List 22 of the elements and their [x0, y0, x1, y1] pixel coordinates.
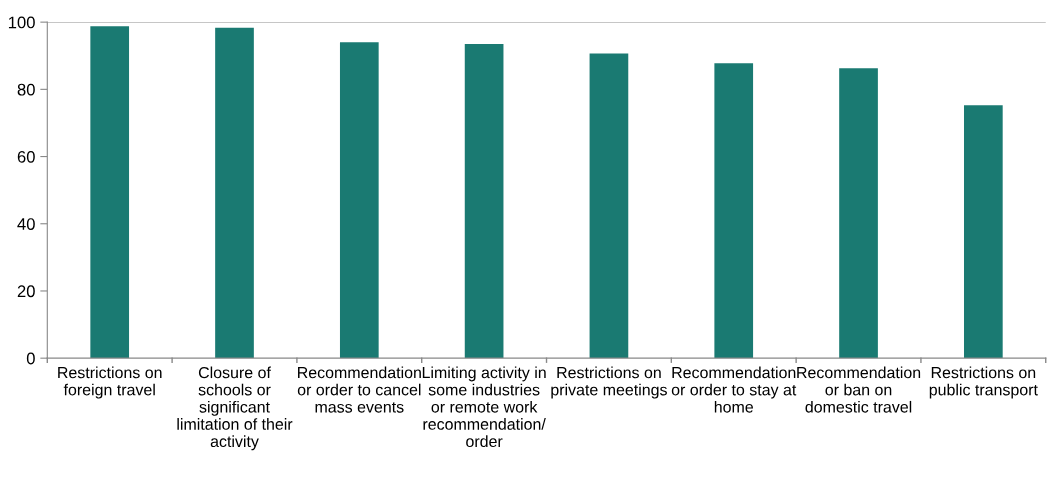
x-tick-label: Restrictions on public transport: [929, 366, 1038, 399]
y-tick-label: 80: [17, 83, 35, 96]
y-tick-label: 20: [17, 285, 35, 298]
bar: [90, 26, 130, 359]
x-tick-label: Recommendation or ban on domestic travel: [797, 366, 921, 413]
bar: [714, 63, 754, 359]
bar: [964, 105, 1003, 359]
x-tick-label: Recommendation or order to stay at home: [671, 366, 797, 413]
y-tick-label: 0: [26, 352, 35, 365]
x-tick-label: Recommendation or order to cancel mass events: [297, 366, 421, 413]
bar: [464, 43, 504, 359]
y-tick-label: 100: [8, 16, 35, 29]
y-tick-label: 40: [17, 218, 35, 230]
bar: [339, 42, 379, 359]
bar: [215, 27, 254, 359]
x-tick-label: Closure of schools or significant limitation of their activity: [177, 366, 293, 451]
x-tick-label: Restrictions on private meetings: [551, 366, 667, 399]
x-tick-label: Limiting activity in some industries or remote work recommendation/ order: [422, 366, 546, 448]
y-tick-label: 60: [17, 150, 35, 163]
x-tick-label: Restrictions on foreign travel: [58, 366, 162, 399]
bar: [839, 68, 878, 359]
bar: [589, 53, 629, 359]
